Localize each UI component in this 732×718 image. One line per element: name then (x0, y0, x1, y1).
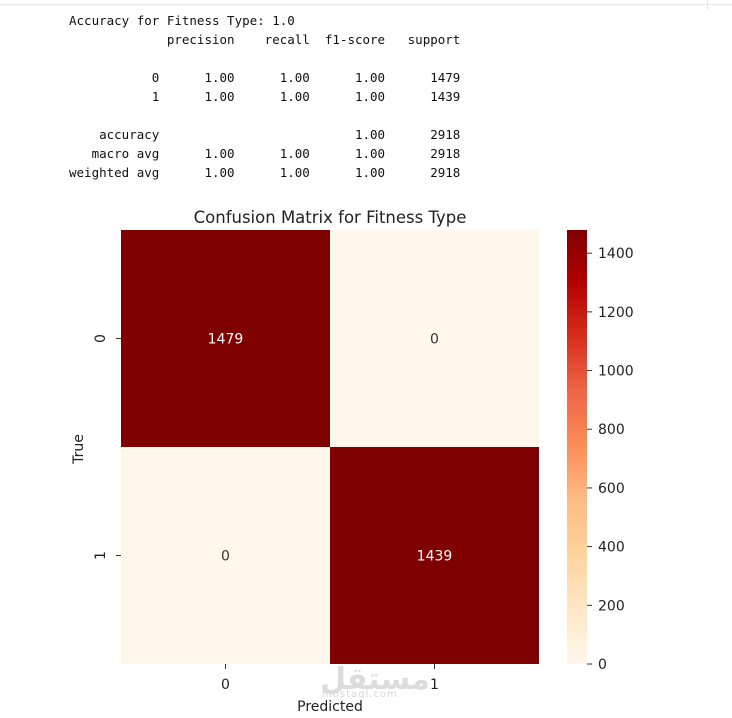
colorbar-tick-label-800: 800 (598, 422, 625, 438)
colorbar-tick-label-600: 600 (598, 481, 625, 497)
heatmap-cell-1-0 (121, 447, 330, 664)
colorbar (567, 230, 587, 664)
heatmap-cell-0-0 (121, 230, 330, 447)
colorbar-tick-label-400: 400 (598, 540, 625, 556)
report-header-row: precision recall f1-score support (69, 32, 461, 47)
cell-top-border (0, 0, 732, 5)
accuracy-line: Accuracy for Fitness Type: 1.0 (69, 13, 295, 28)
report-row-weighted-avg: weighted avg 1.00 1.00 1.00 2918 (69, 165, 461, 180)
watermark-url: mostaql.com (322, 689, 398, 700)
colorbar-tick-label-1000: 1000 (598, 364, 634, 380)
colorbar-tick-label-1200: 1200 (598, 305, 634, 321)
x-tick-label-1: 1 (430, 677, 439, 693)
colorbar-ticks: 0 200 400 600 800 1000 1200 1400 (587, 246, 634, 673)
report-row-macro-avg: macro avg 1.00 1.00 1.00 2918 (69, 146, 461, 161)
colorbar-tick-label-1400: 1400 (598, 246, 634, 262)
cell-right-edge (707, 0, 732, 10)
colorbar-tick-label-200: 200 (598, 598, 625, 614)
confusion-matrix-chart: Confusion Matrix for Fitness Type 1479 00… (71, 208, 634, 715)
cell-annotation-1-1: 1439 (417, 549, 453, 565)
cell-annotation-0-1: 0 (430, 332, 439, 348)
x-tick-label-0: 0 (221, 677, 230, 693)
cell-annotation-1-0: 0 (221, 549, 230, 565)
y-tick-label-0: 0 (93, 334, 109, 343)
report-row-0: 0 1.00 1.00 1.00 1479 (69, 70, 461, 85)
y-axis-ticks: 01 (93, 334, 121, 560)
chart-title: Confusion Matrix for Fitness Type (194, 208, 467, 227)
watermark-logo: مستقل (320, 662, 430, 697)
cell-annotation-0-0: 1479 (208, 332, 244, 348)
heatmap-cell-1-1 (330, 447, 539, 664)
report-row-accuracy: accuracy 1.00 2918 (69, 127, 461, 142)
heatmap-cells: 1479 0 0 1439 (121, 230, 539, 664)
y-axis-label: True (71, 434, 87, 465)
x-axis-label: Predicted (297, 699, 363, 715)
y-tick-label-1: 1 (93, 551, 109, 560)
colorbar-tick-label-0: 0 (598, 657, 607, 673)
report-row-1: 1 1.00 1.00 1.00 1439 (69, 89, 461, 104)
heatmap-cell-0-1 (330, 230, 539, 447)
